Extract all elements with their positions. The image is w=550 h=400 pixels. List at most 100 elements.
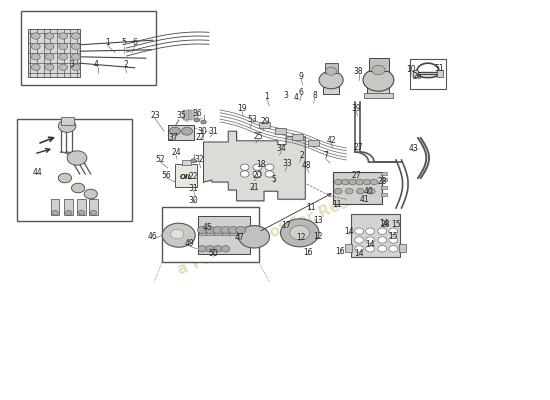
Bar	[324, 63, 338, 73]
Bar	[333, 172, 382, 204]
Bar	[192, 110, 195, 120]
Text: 14: 14	[379, 220, 389, 228]
Circle shape	[58, 173, 72, 183]
Text: 15: 15	[388, 232, 398, 241]
Circle shape	[194, 118, 200, 122]
Circle shape	[228, 226, 238, 234]
Circle shape	[319, 71, 343, 89]
Text: 48: 48	[302, 162, 312, 170]
Circle shape	[253, 164, 262, 170]
Text: 22: 22	[189, 172, 199, 181]
Text: 10: 10	[406, 66, 416, 74]
Circle shape	[58, 120, 76, 132]
Bar	[182, 160, 191, 165]
Bar	[368, 58, 389, 71]
Text: 1: 1	[265, 92, 269, 101]
Circle shape	[31, 43, 40, 50]
Text: 25: 25	[254, 132, 263, 141]
Text: 9: 9	[299, 72, 304, 81]
Bar	[275, 128, 286, 134]
Bar	[381, 172, 387, 175]
Text: 16: 16	[303, 248, 313, 257]
Circle shape	[389, 246, 398, 252]
Text: 46: 46	[148, 232, 158, 241]
Bar	[410, 59, 446, 89]
Circle shape	[84, 189, 97, 199]
Text: 16: 16	[335, 247, 345, 256]
Text: 13: 13	[313, 216, 323, 225]
Bar	[199, 230, 206, 235]
Circle shape	[240, 164, 249, 170]
Text: 31: 31	[189, 184, 199, 193]
Text: 14: 14	[344, 228, 354, 236]
Circle shape	[201, 120, 206, 124]
Text: 31: 31	[208, 127, 218, 136]
Bar	[16, 119, 132, 221]
Text: 3: 3	[284, 91, 288, 100]
Text: 1: 1	[105, 38, 109, 47]
Circle shape	[363, 179, 371, 185]
Polygon shape	[204, 131, 305, 201]
Text: 40: 40	[364, 188, 373, 196]
Bar	[308, 140, 319, 146]
Text: 7: 7	[323, 152, 328, 160]
Circle shape	[59, 54, 68, 60]
Text: 44: 44	[32, 168, 42, 177]
Text: 26: 26	[412, 72, 422, 81]
Circle shape	[356, 179, 364, 185]
Circle shape	[90, 210, 97, 215]
Circle shape	[31, 33, 40, 39]
Bar	[21, 11, 156, 85]
Text: 51: 51	[434, 64, 444, 73]
Bar	[168, 125, 194, 140]
Text: 52: 52	[156, 156, 166, 164]
Circle shape	[31, 54, 40, 60]
Circle shape	[236, 226, 246, 234]
Circle shape	[45, 54, 54, 60]
Text: 38: 38	[354, 68, 364, 76]
Circle shape	[182, 127, 192, 135]
Circle shape	[367, 188, 375, 194]
Bar	[292, 134, 302, 140]
Circle shape	[170, 229, 184, 239]
Text: 6: 6	[133, 38, 137, 47]
Circle shape	[191, 159, 196, 163]
Circle shape	[52, 210, 58, 215]
Text: 5: 5	[272, 176, 276, 184]
Circle shape	[213, 226, 223, 234]
Text: 35: 35	[177, 111, 186, 120]
Text: 33: 33	[282, 160, 292, 168]
Circle shape	[265, 164, 274, 170]
Text: 3: 3	[69, 60, 74, 69]
Text: 39: 39	[351, 104, 361, 113]
Text: 30: 30	[189, 196, 199, 205]
Bar	[51, 199, 59, 215]
Text: 8: 8	[312, 92, 317, 100]
Text: 2: 2	[299, 151, 304, 160]
Circle shape	[239, 226, 270, 248]
Circle shape	[355, 237, 364, 243]
Circle shape	[78, 210, 85, 215]
Circle shape	[67, 151, 87, 165]
Circle shape	[213, 246, 222, 252]
Text: 28: 28	[377, 178, 387, 186]
Text: 27: 27	[354, 143, 364, 152]
Text: 14: 14	[365, 240, 375, 249]
Bar	[222, 230, 229, 235]
Circle shape	[59, 33, 68, 39]
Bar	[399, 244, 406, 252]
Text: 50: 50	[208, 250, 218, 258]
Circle shape	[72, 183, 85, 193]
Text: 56: 56	[161, 171, 171, 180]
Bar	[175, 164, 197, 187]
Bar	[437, 70, 443, 77]
Text: 37: 37	[168, 134, 178, 142]
Text: 42: 42	[326, 136, 336, 145]
Text: 27: 27	[351, 172, 361, 180]
Circle shape	[72, 64, 80, 70]
Text: 21: 21	[249, 184, 259, 192]
Circle shape	[378, 228, 387, 234]
Text: 11: 11	[332, 200, 342, 209]
Circle shape	[355, 228, 364, 234]
Text: 4: 4	[94, 60, 98, 69]
